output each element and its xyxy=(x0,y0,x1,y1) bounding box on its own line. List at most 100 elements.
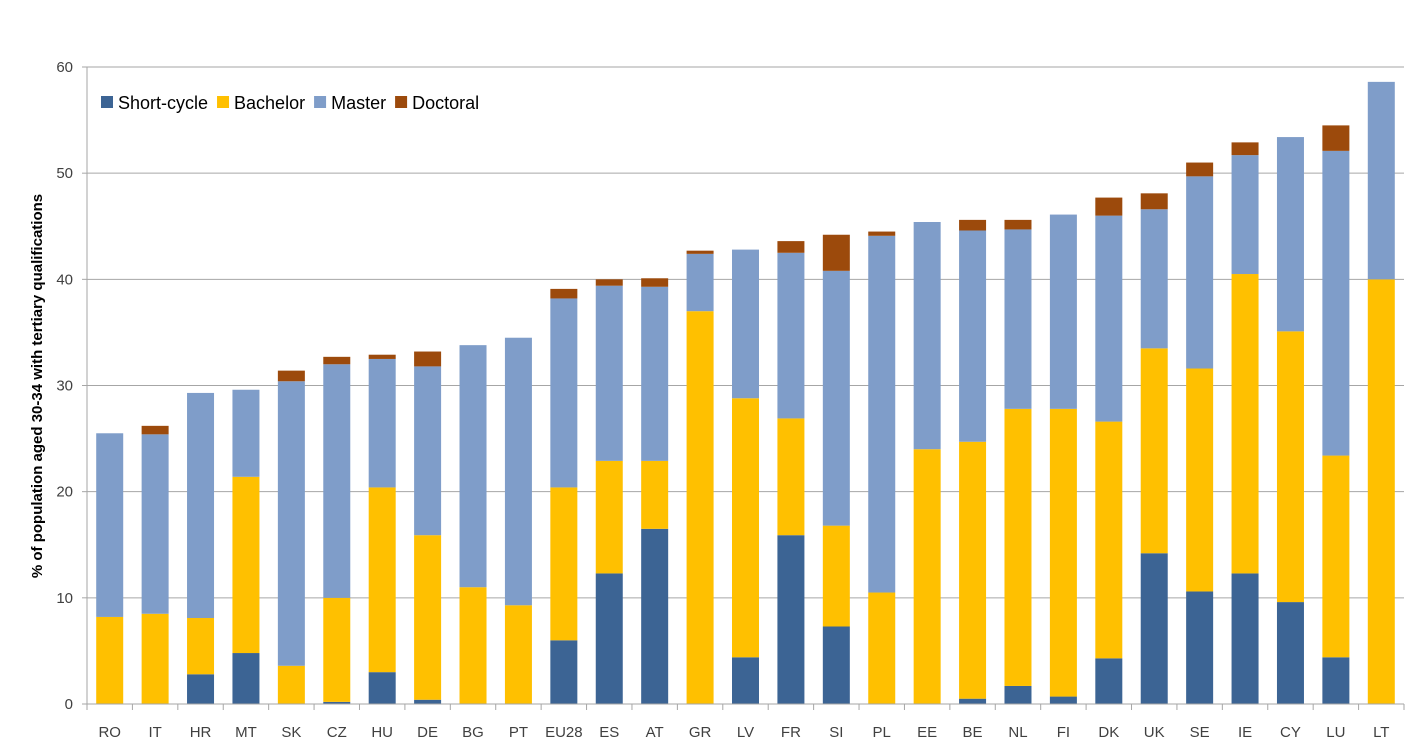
bar-SK-doctoral xyxy=(277,370,305,382)
bar-IE-doctoral xyxy=(1231,142,1259,156)
bar-AT-master xyxy=(641,286,669,461)
bar-IT-bachelor xyxy=(141,613,169,704)
bar-PL-master xyxy=(868,235,896,593)
bar-LU-doctoral xyxy=(1322,125,1350,151)
legend-label: Master xyxy=(331,93,386,113)
bar-HU-short-cycle xyxy=(368,672,396,704)
bar-DE-master xyxy=(414,366,442,536)
x-tick-label: DE xyxy=(417,724,438,741)
bar-SI-doctoral xyxy=(822,234,850,271)
bar-MT-short-cycle xyxy=(232,653,260,704)
bar-BE-doctoral xyxy=(959,219,987,231)
y-tick-label: 40 xyxy=(56,271,73,288)
bar-EU28-doctoral xyxy=(550,288,578,299)
bar-EU28-short-cycle xyxy=(550,640,578,704)
bar-LV-master xyxy=(732,249,759,399)
bar-AT-doctoral xyxy=(641,278,669,287)
bar-FR-doctoral xyxy=(777,241,805,253)
bar-HU-bachelor xyxy=(368,487,396,673)
x-tick-label: ES xyxy=(599,724,619,741)
bar-ES-doctoral xyxy=(595,279,623,286)
bar-GR-master xyxy=(686,253,714,312)
bar-BE-bachelor xyxy=(959,441,987,699)
bar-IE-master xyxy=(1231,155,1259,275)
bar-CZ-bachelor xyxy=(323,597,351,702)
bar-AT-short-cycle xyxy=(641,528,669,704)
x-tick-label: IE xyxy=(1238,724,1252,741)
bar-PL-bachelor xyxy=(868,592,896,704)
bar-ES-master xyxy=(595,285,623,461)
bar-BE-short-cycle xyxy=(959,698,987,704)
bar-SK-bachelor xyxy=(277,665,305,704)
x-tick-label: LU xyxy=(1326,724,1345,741)
bar-EE-master xyxy=(913,222,941,450)
bar-HU-doctoral xyxy=(368,354,396,359)
bar-CZ-master xyxy=(323,364,351,598)
bar-CY-short-cycle xyxy=(1276,602,1304,704)
bar-RO-bachelor xyxy=(96,616,124,704)
x-tick-label: HR xyxy=(190,724,212,741)
y-tick-label: 30 xyxy=(56,378,73,395)
bar-GR-doctoral xyxy=(686,250,714,254)
legend-label: Short-cycle xyxy=(118,93,208,113)
axes xyxy=(86,67,1405,710)
x-tick-label: FI xyxy=(1057,724,1070,741)
x-tick-label: CY xyxy=(1280,724,1301,741)
bar-DK-master xyxy=(1095,215,1123,422)
bar-LU-bachelor xyxy=(1322,455,1350,658)
bar-LV-bachelor xyxy=(732,398,759,658)
bar-LV-short-cycle xyxy=(732,657,759,704)
x-tick-label: BG xyxy=(462,724,484,741)
legend-swatch xyxy=(314,96,327,108)
bar-FI-short-cycle xyxy=(1049,696,1077,704)
bar-NL-master xyxy=(1004,229,1032,409)
x-tick-label: SK xyxy=(281,724,301,741)
bar-MT-master xyxy=(232,389,260,477)
bar-PT-bachelor xyxy=(504,605,532,704)
bar-HU-master xyxy=(368,358,396,488)
bar-LU-master xyxy=(1322,150,1350,456)
bar-FR-short-cycle xyxy=(777,535,805,704)
x-tick-label: PT xyxy=(509,724,528,741)
bar-UK-doctoral xyxy=(1140,193,1168,210)
bar-NL-short-cycle xyxy=(1004,685,1032,704)
bar-GR-bachelor xyxy=(686,311,714,704)
bar-CZ-short-cycle xyxy=(323,701,351,704)
bar-FI-master xyxy=(1049,214,1077,409)
bar-IE-short-cycle xyxy=(1231,573,1259,704)
x-tick-label: IT xyxy=(148,724,161,741)
bar-HR-short-cycle xyxy=(187,674,215,704)
bar-SI-master xyxy=(822,270,850,526)
y-tick-label: 20 xyxy=(56,484,73,501)
x-tick-label: LV xyxy=(737,724,754,741)
bar-DE-doctoral xyxy=(414,351,442,367)
bar-IT-doctoral xyxy=(141,425,169,435)
bar-UK-master xyxy=(1140,209,1168,349)
bar-ES-bachelor xyxy=(595,460,623,574)
legend-swatch xyxy=(101,96,113,108)
bar-EU28-bachelor xyxy=(550,487,578,641)
bar-UK-short-cycle xyxy=(1140,553,1168,704)
legend-swatch xyxy=(395,96,408,108)
bar-FR-master xyxy=(777,252,805,419)
bar-CY-master xyxy=(1276,137,1304,332)
bar-DE-short-cycle xyxy=(414,699,442,704)
bar-IE-bachelor xyxy=(1231,274,1259,574)
x-tick-label: PL xyxy=(873,724,891,741)
x-tick-label: SE xyxy=(1190,724,1210,741)
bar-RO-master xyxy=(96,433,124,617)
bar-DK-bachelor xyxy=(1095,421,1123,659)
y-axis-label: % of population aged 30-34 with tertiary… xyxy=(29,194,46,578)
bar-SE-bachelor xyxy=(1186,368,1214,592)
bar-BG-master xyxy=(459,345,487,588)
bar-FR-bachelor xyxy=(777,418,805,536)
x-tick-label: UK xyxy=(1144,724,1165,741)
legend-swatch xyxy=(217,96,230,108)
bar-IT-master xyxy=(141,434,169,614)
x-tick-label: GR xyxy=(689,724,712,741)
bar-BE-master xyxy=(959,230,987,442)
x-tick-label: AT xyxy=(646,724,664,741)
bar-NL-doctoral xyxy=(1004,219,1032,230)
bar-EE-bachelor xyxy=(913,449,941,704)
x-tick-label: NL xyxy=(1008,724,1027,741)
